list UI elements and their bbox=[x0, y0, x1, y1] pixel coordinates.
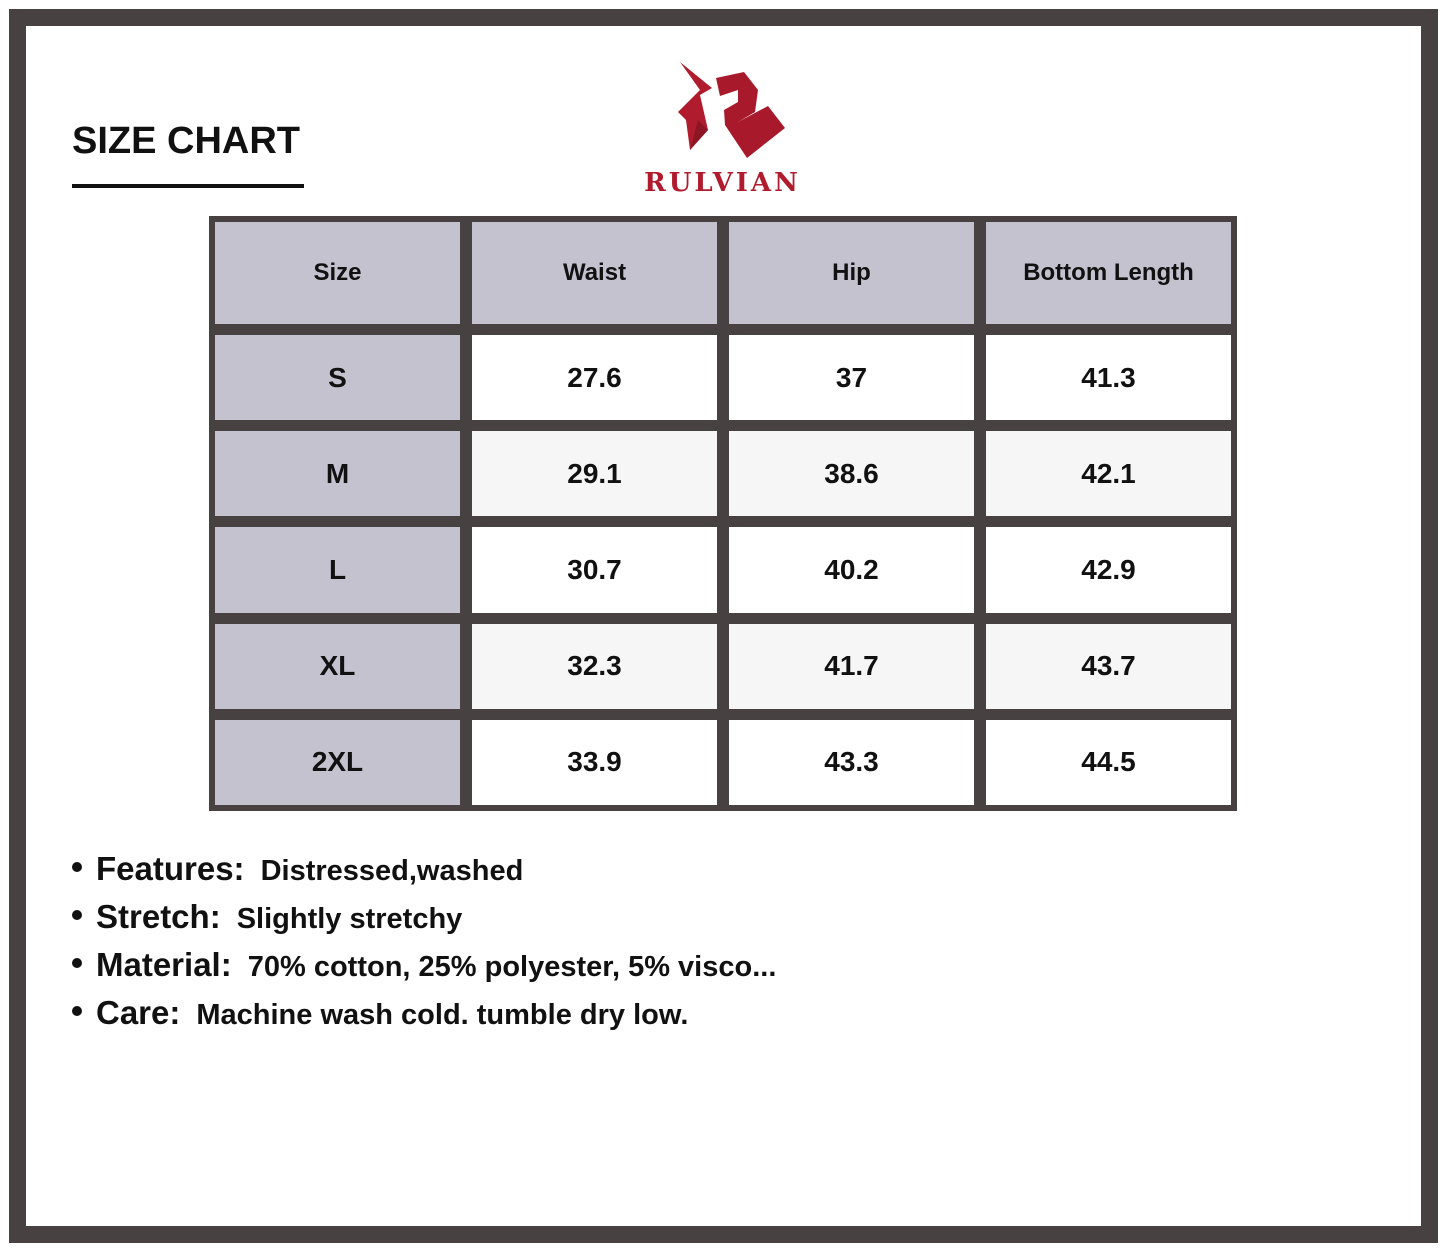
logo-r-icon bbox=[678, 62, 785, 158]
table-cell: 43.3 bbox=[729, 719, 974, 805]
size-cell: L bbox=[215, 527, 460, 613]
header-size: Size bbox=[215, 222, 460, 324]
header-bottom-length: Bottom Length bbox=[986, 222, 1231, 324]
table-cell: 29.1 bbox=[472, 431, 717, 517]
note-item: Material: 70% cotton, 25% polyester, 5% v… bbox=[72, 946, 776, 994]
title-underline bbox=[72, 184, 304, 188]
bullet-icon bbox=[72, 862, 82, 872]
note-item: Stretch: Slightly stretchy bbox=[72, 898, 776, 946]
table-cell: 43.7 bbox=[986, 623, 1231, 709]
note-label: Stretch: bbox=[96, 898, 221, 935]
brand-name: RULVIAN bbox=[644, 168, 801, 198]
bullet-icon bbox=[72, 1006, 82, 1016]
bullet-icon bbox=[72, 958, 82, 968]
table-cell: 41.7 bbox=[729, 623, 974, 709]
note-value: Machine wash cold. tumble dry low. bbox=[196, 999, 689, 1031]
size-cell: S bbox=[215, 335, 460, 421]
note-value: Distressed,washed bbox=[260, 855, 524, 887]
table-cell: 27.6 bbox=[472, 335, 717, 421]
header-waist: Waist bbox=[472, 222, 717, 324]
note-label: Care: bbox=[96, 994, 181, 1031]
header-hip: Hip bbox=[729, 222, 974, 324]
product-notes: Features: Distressed,washed Stretch: Slight… bbox=[72, 850, 776, 1042]
note-label: Material: bbox=[96, 946, 232, 983]
note-value: Slightly stretchy bbox=[236, 903, 463, 935]
note-item: Care: Machine wash cold. tumble dry low. bbox=[72, 994, 776, 1042]
table-cell: 41.3 bbox=[986, 335, 1231, 421]
table-cell: 38.6 bbox=[729, 431, 974, 517]
bullet-icon bbox=[72, 910, 82, 920]
page-title: SIZE CHART bbox=[72, 120, 300, 162]
note-item: Features: Distressed,washed bbox=[72, 850, 776, 898]
table-cell: 32.3 bbox=[472, 623, 717, 709]
table-cell: 42.1 bbox=[986, 431, 1231, 517]
size-cell: M bbox=[215, 431, 460, 517]
size-cell: XL bbox=[215, 623, 460, 709]
table-cell: 44.5 bbox=[986, 719, 1231, 805]
size-cell: 2XL bbox=[215, 719, 460, 805]
brand-logo: RULVIAN bbox=[620, 50, 825, 200]
table-cell: 30.7 bbox=[472, 527, 717, 613]
size-table: Size Waist Hip Bottom Length S 27.6 37 41.3… bbox=[209, 216, 1237, 811]
table-cell: 40.2 bbox=[729, 527, 974, 613]
table-cell: 33.9 bbox=[472, 719, 717, 805]
note-value: 70% cotton, 25% polyester, 5% visco... bbox=[247, 951, 777, 983]
table-cell: 37 bbox=[729, 335, 974, 421]
note-label: Features: bbox=[96, 850, 245, 887]
table-cell: 42.9 bbox=[986, 527, 1231, 613]
